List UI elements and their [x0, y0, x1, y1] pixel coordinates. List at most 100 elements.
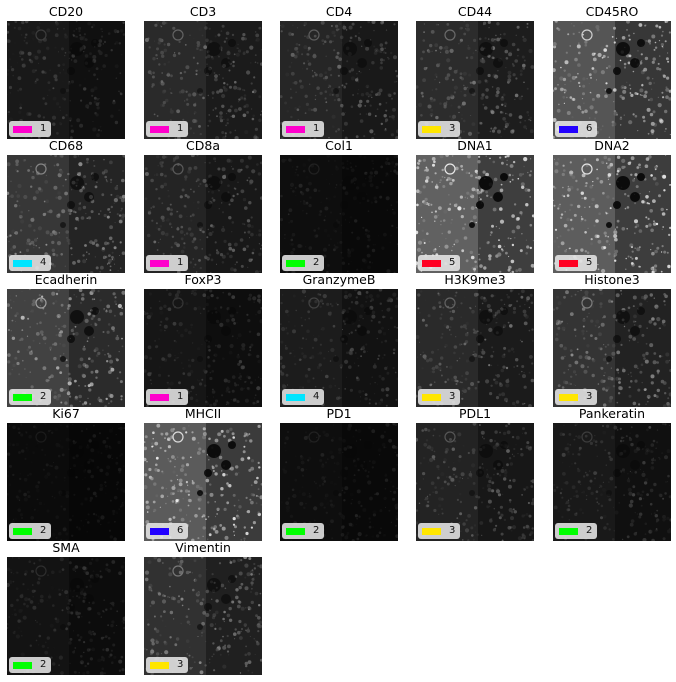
marker-image: 3 [416, 289, 534, 407]
cluster-legend: 2 [9, 657, 52, 673]
cluster-legend: 6 [146, 523, 189, 539]
cluster-color-swatch [422, 393, 441, 401]
cluster-number: 2 [40, 391, 47, 402]
panel-title: Pankeratin [578, 406, 646, 421]
panel-title: FoxP3 [184, 272, 222, 287]
cluster-color-swatch [422, 527, 441, 535]
panel-title: Col1 [325, 138, 353, 153]
cluster-number: 3 [449, 123, 456, 134]
cluster-color-swatch [13, 661, 32, 669]
panel-title: CD8a [186, 138, 220, 153]
cluster-color-swatch [13, 125, 32, 133]
cluster-color-swatch [559, 259, 578, 267]
marker-image: 2 [553, 423, 671, 541]
cluster-legend: 4 [282, 389, 325, 405]
cluster-color-swatch [13, 259, 32, 267]
panel-title: DNA1 [457, 138, 493, 153]
panel-title: Ki67 [52, 406, 80, 421]
cluster-legend: 4 [9, 255, 52, 271]
cluster-legend: 3 [418, 389, 461, 405]
cluster-legend: 2 [9, 389, 52, 405]
cluster-number: 3 [586, 391, 593, 402]
marker-image: 4 [280, 289, 398, 407]
panel-title: Vimentin [175, 540, 231, 555]
cluster-number: 3 [449, 391, 456, 402]
panel-title: PDL1 [458, 406, 492, 421]
cluster-number: 1 [177, 123, 184, 134]
marker-image: 2 [7, 289, 125, 407]
panel-title: CD4 [325, 4, 353, 19]
cluster-number: 6 [586, 123, 593, 134]
marker-image: 4 [7, 155, 125, 273]
marker-image: 6 [553, 21, 671, 139]
marker-image: 3 [553, 289, 671, 407]
panel-title: SMA [52, 540, 80, 555]
cluster-number: 4 [313, 391, 320, 402]
marker-image: 3 [416, 423, 534, 541]
cluster-number: 6 [177, 525, 184, 536]
cluster-color-swatch [286, 527, 305, 535]
cluster-legend: 2 [282, 255, 325, 271]
cluster-color-swatch [286, 125, 305, 133]
cluster-legend: 2 [9, 523, 52, 539]
cluster-color-swatch [150, 527, 169, 535]
cluster-legend: 5 [418, 255, 461, 271]
panel-title: GranzymeB [302, 272, 376, 287]
panel-title: PD1 [326, 406, 352, 421]
cluster-number: 4 [40, 257, 47, 268]
marker-image: 1 [280, 21, 398, 139]
cluster-legend: 5 [555, 255, 598, 271]
cluster-color-swatch [559, 527, 578, 535]
panel-title: H3K9me3 [444, 272, 506, 287]
marker-image: 1 [144, 21, 262, 139]
cluster-color-swatch [13, 527, 32, 535]
panel-title: CD45RO [585, 4, 639, 19]
panel-title: CD68 [48, 138, 84, 153]
cluster-number: 2 [313, 257, 320, 268]
cluster-number: 1 [177, 391, 184, 402]
marker-image: 3 [416, 21, 534, 139]
cluster-color-swatch [150, 125, 169, 133]
marker-image: 1 [144, 155, 262, 273]
cluster-number: 3 [449, 525, 456, 536]
marker-image: 2 [280, 155, 398, 273]
cluster-legend: 1 [146, 389, 189, 405]
panel-title: Histone3 [584, 272, 640, 287]
cluster-color-swatch [150, 661, 169, 669]
cluster-legend: 2 [555, 523, 598, 539]
cluster-legend: 3 [418, 523, 461, 539]
cluster-color-swatch [13, 393, 32, 401]
cluster-number: 2 [40, 525, 47, 536]
cluster-number: 2 [586, 525, 593, 536]
cluster-legend: 3 [418, 121, 461, 137]
cluster-legend: 6 [555, 121, 598, 137]
marker-image: 5 [416, 155, 534, 273]
cluster-color-swatch [422, 259, 441, 267]
panel-title: DNA2 [594, 138, 630, 153]
panel-title: CD3 [189, 4, 217, 19]
panel-title: CD44 [457, 4, 493, 19]
marker-image: 2 [7, 557, 125, 675]
cluster-color-swatch [286, 259, 305, 267]
marker-image: 1 [144, 289, 262, 407]
cluster-color-swatch [286, 393, 305, 401]
marker-image: 6 [144, 423, 262, 541]
cluster-legend: 2 [282, 523, 325, 539]
cluster-color-swatch [559, 393, 578, 401]
marker-image: 2 [7, 423, 125, 541]
cluster-legend: 1 [146, 255, 189, 271]
panel-title: MHCII [184, 406, 222, 421]
cluster-number: 2 [313, 525, 320, 536]
cluster-color-swatch [559, 125, 578, 133]
panel-title: CD20 [48, 4, 84, 19]
marker-image: 2 [280, 423, 398, 541]
cluster-color-swatch [422, 125, 441, 133]
cluster-number: 5 [586, 257, 593, 268]
cluster-number: 1 [40, 123, 47, 134]
cluster-number: 1 [313, 123, 320, 134]
cluster-legend: 3 [555, 389, 598, 405]
cluster-legend: 1 [282, 121, 325, 137]
cluster-color-swatch [150, 259, 169, 267]
cluster-number: 2 [40, 659, 47, 670]
